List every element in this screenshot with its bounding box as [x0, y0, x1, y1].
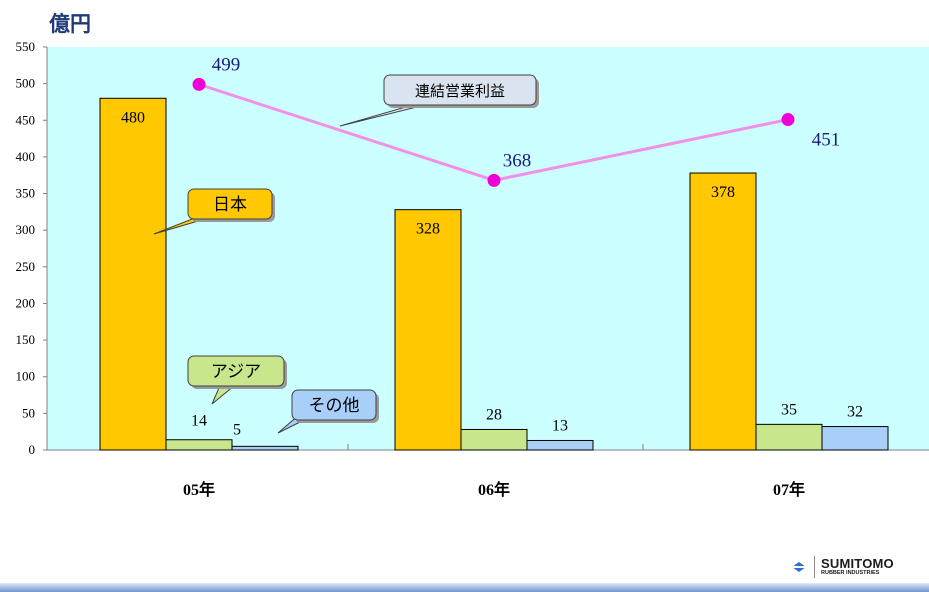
- x-category-label: 06年: [478, 480, 510, 499]
- x-axis: 05年 06年 07年: [47, 444, 929, 499]
- line-data-label: 499: [212, 54, 241, 75]
- line-data-label: 451: [812, 130, 841, 151]
- y-axis: 0 50 100 150 200 250 300 350 400 450 500 550: [16, 39, 48, 457]
- line-series: 499 368 451: [192, 54, 841, 187]
- logo-separator: [814, 556, 815, 578]
- callout-profit-box: [383, 74, 537, 106]
- callout-other-text: その他: [309, 396, 360, 416]
- callout-other-box: [291, 389, 377, 421]
- unit-label: 億円: [49, 12, 91, 36]
- data-label-other: 32: [847, 404, 863, 421]
- x-category-label: 07年: [773, 480, 805, 499]
- data-label-japan: 378: [711, 184, 735, 201]
- y-tick-label: 150: [16, 332, 36, 347]
- y-tick-label: 500: [16, 76, 36, 91]
- x-category-label: 05年: [183, 480, 215, 499]
- data-label-other: 13: [552, 417, 568, 434]
- bar-other: [526, 439, 594, 451]
- callout-asia-box: [187, 355, 285, 387]
- y-tick-label: 250: [16, 259, 36, 274]
- bar-asia: [460, 428, 528, 451]
- callout-asia-text: アジア: [211, 362, 261, 382]
- bar-asia: [165, 439, 233, 451]
- y-tick-label: 0: [29, 442, 36, 457]
- y-tick-label: 200: [16, 295, 36, 310]
- data-label-japan: 480: [121, 109, 145, 126]
- logo-sub: RUBBER INDUSTRIES: [821, 570, 880, 577]
- callout-asia: アジア: [187, 355, 287, 405]
- logo-name: SUMITOMO: [821, 556, 894, 572]
- bar-other: [821, 426, 889, 451]
- callout-profit-text: 連結営業利益: [415, 82, 505, 100]
- footer-bar: [0, 583, 929, 592]
- y-tick-label: 300: [16, 222, 36, 237]
- y-tick-label: 100: [16, 369, 36, 384]
- bar-asia: [755, 423, 823, 451]
- y-tick-label: 50: [22, 405, 35, 420]
- bar-other: [231, 445, 299, 451]
- line-data-label: 368: [503, 150, 532, 171]
- bar-japan: [99, 97, 167, 451]
- y-tick-label: 350: [16, 186, 36, 201]
- callout-profit: 連結営業利益: [339, 74, 539, 127]
- line-point: [487, 173, 501, 187]
- y-tick-label: 450: [16, 112, 36, 127]
- data-label-asia: 28: [486, 406, 502, 423]
- bar-japan: [394, 209, 462, 451]
- callout-japan-text: 日本: [213, 195, 247, 215]
- callout-japan-box: [187, 188, 273, 220]
- line-point: [781, 113, 795, 127]
- data-label-japan: 328: [416, 221, 440, 238]
- callout-other: その他: [277, 389, 379, 434]
- y-tick-label: 400: [16, 149, 36, 164]
- sumitomo-logo: SUMITOMO RUBBER INDUSTRIES: [790, 553, 894, 581]
- bars: 480 328 378 14 28 35 5 13 32: [99, 97, 889, 451]
- callout-japan: 日本: [153, 188, 275, 235]
- logo-mark-icon: [790, 562, 808, 572]
- data-label-asia: 14: [191, 413, 207, 430]
- data-label-other: 5: [233, 421, 241, 438]
- bar-japan: [689, 172, 757, 451]
- data-label-asia: 35: [781, 401, 797, 418]
- line-point: [192, 77, 206, 91]
- y-tick-label: 550: [16, 39, 36, 54]
